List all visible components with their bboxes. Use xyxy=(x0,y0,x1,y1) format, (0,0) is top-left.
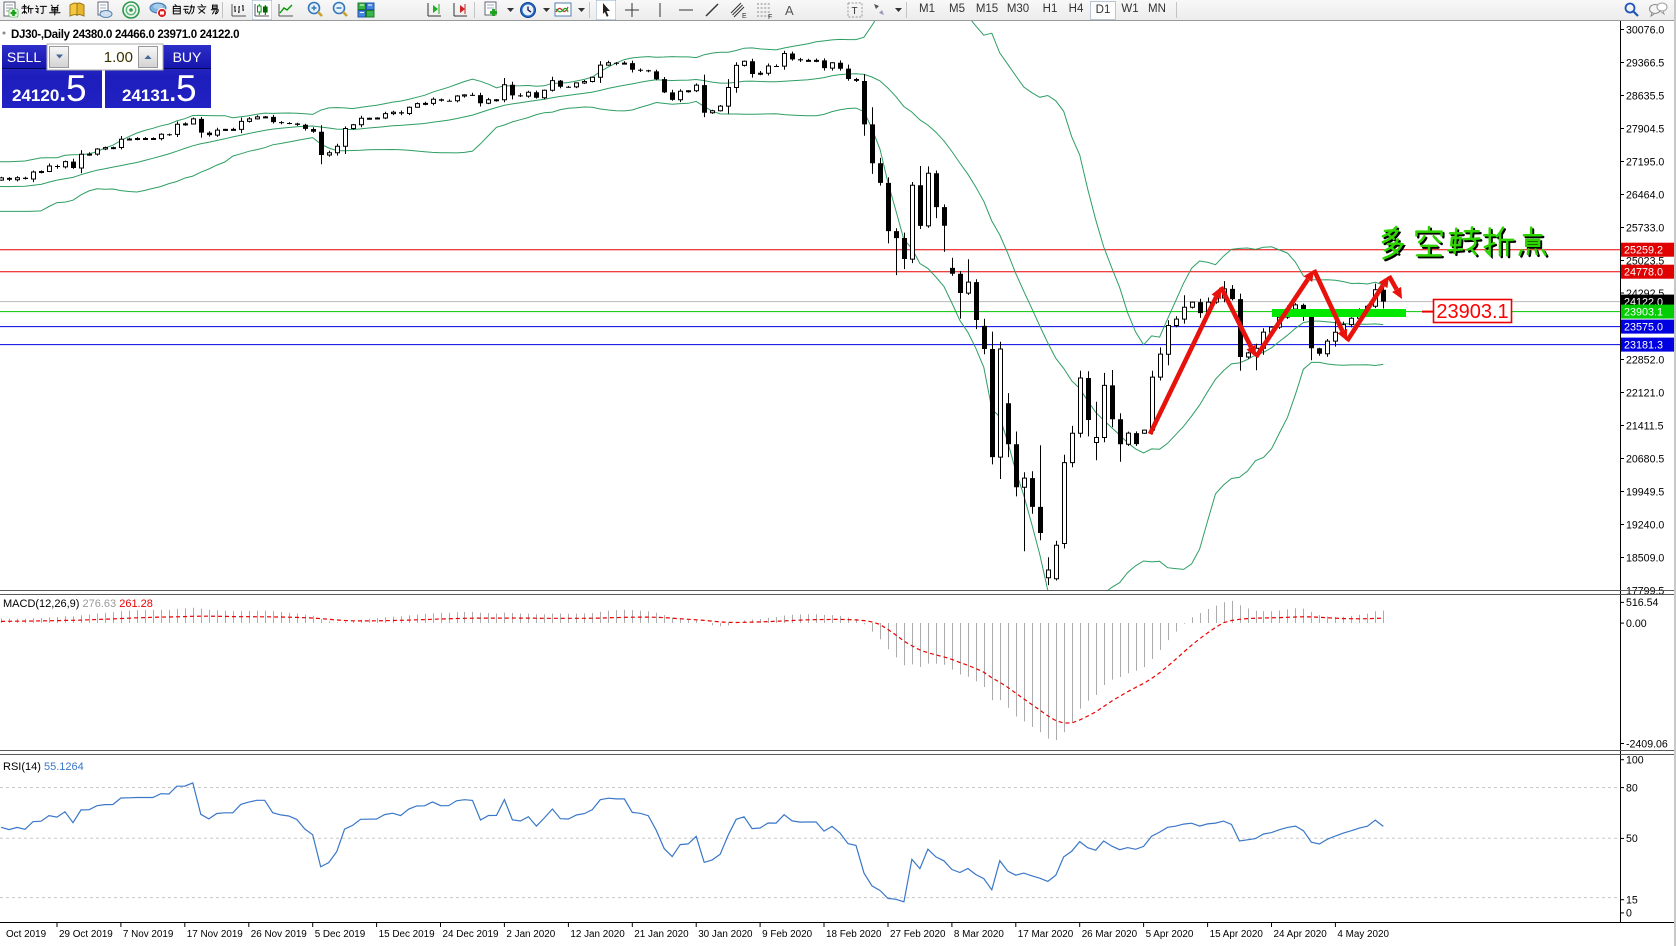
svg-text:F: F xyxy=(768,14,772,20)
svg-text:19240.0: 19240.0 xyxy=(1626,519,1664,531)
svg-text:A: A xyxy=(785,3,794,18)
svg-text:T: T xyxy=(852,6,858,17)
svg-text:9 Feb 2020: 9 Feb 2020 xyxy=(762,929,812,940)
svg-text:RSI(14) 55.1264: RSI(14) 55.1264 xyxy=(3,761,84,773)
svg-text:17799.5: 17799.5 xyxy=(1626,585,1664,597)
svg-text:25023.5: 25023.5 xyxy=(1626,255,1664,267)
svg-text:5: 5 xyxy=(66,68,87,109)
svg-text:15 Apr 2020: 15 Apr 2020 xyxy=(1210,929,1264,940)
svg-text:5: 5 xyxy=(176,68,197,109)
svg-text:24120: 24120 xyxy=(12,86,59,105)
svg-text:23575.0: 23575.0 xyxy=(1624,322,1663,334)
svg-text:27904.5: 27904.5 xyxy=(1626,123,1664,135)
svg-text:26 Nov 2019: 26 Nov 2019 xyxy=(251,929,308,940)
svg-text:18 Feb 2020: 18 Feb 2020 xyxy=(826,929,882,940)
svg-text:17 Nov 2019: 17 Nov 2019 xyxy=(187,929,244,940)
svg-text:SELL: SELL xyxy=(7,49,41,65)
svg-text:30076.0: 30076.0 xyxy=(1626,24,1664,36)
svg-text:19949.5: 19949.5 xyxy=(1626,486,1664,498)
svg-text:.: . xyxy=(58,71,67,109)
svg-text:MACD(12,26,9) 276.63 261.28: MACD(12,26,9) 276.63 261.28 xyxy=(3,598,153,610)
svg-text:28635.5: 28635.5 xyxy=(1626,90,1664,102)
svg-text:17 Mar 2020: 17 Mar 2020 xyxy=(1018,929,1074,940)
svg-text:23181.3: 23181.3 xyxy=(1624,340,1663,352)
svg-text:0: 0 xyxy=(1626,908,1632,920)
svg-text:12 Jan 2020: 12 Jan 2020 xyxy=(570,929,625,940)
svg-text:.: . xyxy=(168,71,177,109)
svg-text:23903.1: 23903.1 xyxy=(1624,307,1663,319)
svg-text:29366.5: 29366.5 xyxy=(1626,57,1664,69)
svg-text:24 Apr 2020: 24 Apr 2020 xyxy=(1274,929,1328,940)
svg-text:0.00: 0.00 xyxy=(1626,618,1647,630)
svg-text:26 Mar 2020: 26 Mar 2020 xyxy=(1082,929,1138,940)
svg-text:Oct 2019: Oct 2019 xyxy=(6,929,47,940)
svg-text:516.54: 516.54 xyxy=(1626,597,1659,609)
svg-text:7 Nov 2019: 7 Nov 2019 xyxy=(123,929,174,940)
svg-text:2 Jan 2020: 2 Jan 2020 xyxy=(506,929,555,940)
svg-text:30 Jan 2020: 30 Jan 2020 xyxy=(698,929,753,940)
svg-text:22121.0: 22121.0 xyxy=(1626,387,1664,399)
svg-text:5 Apr 2020: 5 Apr 2020 xyxy=(1146,929,1194,940)
svg-text:BUY: BUY xyxy=(173,49,202,65)
svg-text:24778.0: 24778.0 xyxy=(1624,267,1663,279)
svg-text:DJ30-,Daily 24380.0 24466.0 2: DJ30-,Daily 24380.0 24466.0 23971.0 2412… xyxy=(11,29,239,41)
svg-text:27195.0: 27195.0 xyxy=(1626,156,1664,168)
svg-text:25259.2: 25259.2 xyxy=(1624,245,1663,257)
svg-text:E: E xyxy=(742,13,747,20)
svg-text:24 Dec 2019: 24 Dec 2019 xyxy=(443,929,500,940)
svg-text:80: 80 xyxy=(1626,782,1638,794)
svg-text:24131: 24131 xyxy=(122,86,169,105)
svg-text:5 Dec 2019: 5 Dec 2019 xyxy=(315,929,366,940)
svg-text:50: 50 xyxy=(1626,833,1638,845)
svg-text:23903.1: 23903.1 xyxy=(1436,301,1508,323)
svg-text:18509.0: 18509.0 xyxy=(1626,552,1664,564)
svg-text:4 May 2020: 4 May 2020 xyxy=(1337,929,1389,940)
svg-text:25733.0: 25733.0 xyxy=(1626,222,1664,234)
svg-text:1.00: 1.00 xyxy=(104,49,133,66)
svg-text:15: 15 xyxy=(1626,895,1638,907)
svg-text:100: 100 xyxy=(1626,755,1644,767)
svg-text:27 Feb 2020: 27 Feb 2020 xyxy=(890,929,946,940)
svg-text:20680.5: 20680.5 xyxy=(1626,453,1664,465)
svg-text:22852.0: 22852.0 xyxy=(1626,354,1664,366)
svg-text:15 Dec 2019: 15 Dec 2019 xyxy=(379,929,436,940)
svg-text:-2409.06: -2409.06 xyxy=(1626,738,1668,750)
svg-text:21 Jan 2020: 21 Jan 2020 xyxy=(634,929,689,940)
svg-text:21411.5: 21411.5 xyxy=(1626,420,1664,432)
svg-text:26464.0: 26464.0 xyxy=(1626,189,1664,201)
svg-text:29 Oct 2019: 29 Oct 2019 xyxy=(59,929,113,940)
svg-text:8 Mar 2020: 8 Mar 2020 xyxy=(954,929,1004,940)
